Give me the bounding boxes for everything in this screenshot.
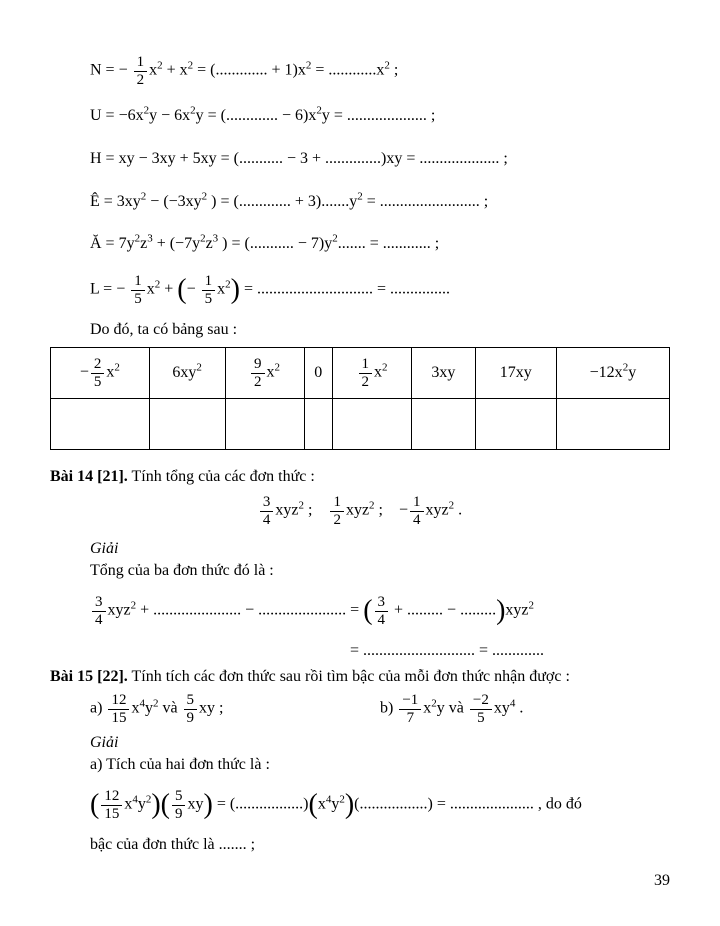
equation-A: Ă = 7y2z3 + (−7y2z3 ) = (........... − 7… <box>90 230 670 259</box>
equation-N: N = − 12x2 + x2 = (............. + 1)x2 … <box>90 54 670 88</box>
bai15-parts: a) 1215x4y2 và 59xy ; b) −17x2y và −25xy… <box>90 692 670 726</box>
bai14-sum: 34xyz2 + ...................... − ......… <box>90 594 670 628</box>
bai14-line1: Tổng của ba đơn thức đó là : <box>90 562 670 580</box>
bai14-bold: Bài 14 [21]. <box>50 468 128 485</box>
cell-0: −25x2 <box>51 348 150 399</box>
bai15-product: (1215x4y2)(59xy) = (.................)(x… <box>90 788 670 822</box>
equation-E: Ê = 3xy2 − (−3xy2 ) = (............. + 3… <box>90 188 670 217</box>
bai14-giai: Giải <box>90 540 670 558</box>
eq-L-frac2: 15 <box>202 273 216 307</box>
bai15-line-a2: bậc của đơn thức là ....... ; <box>90 836 670 854</box>
bai15-bold: Bài 15 [22]. <box>50 668 128 685</box>
eq-L-frac1: 15 <box>131 273 145 307</box>
equation-H: H = xy − 3xy + 5xy = (........... − 3 + … <box>90 145 670 174</box>
bai14-line-eq2: = ............................ = .......… <box>350 642 670 660</box>
cell-7: −12x2y <box>556 348 669 399</box>
equation-L: L = − 15x2 + (− 15x2) = ................… <box>90 273 670 307</box>
bai14-expressions: 34xyz2 ; 12xyz2 ; −14xyz2 . <box>50 494 670 528</box>
cell-5: 3xy <box>412 348 476 399</box>
cell-2: 92x2 <box>225 348 304 399</box>
eq-N-frac: 12 <box>134 54 148 88</box>
table-row: −25x2 6xy2 92x2 0 12x2 3xy 17xy −12x2y <box>51 348 670 399</box>
bai15-heading: Bài 15 [22]. Tính tích các đơn thức sau … <box>50 668 670 686</box>
cell-4: 12x2 <box>333 348 412 399</box>
cell-6: 17xy <box>475 348 556 399</box>
result-table: −25x2 6xy2 92x2 0 12x2 3xy 17xy −12x2y <box>50 347 670 450</box>
table-row <box>51 399 670 450</box>
bai15-line-a1: a) Tích của hai đơn thức là : <box>90 756 670 774</box>
bai14-rest: Tính tổng của các đơn thức : <box>128 468 315 485</box>
cell-3: 0 <box>304 348 333 399</box>
table-intro: Do đó, ta có bảng sau : <box>90 321 670 339</box>
bai14-heading: Bài 14 [21]. Tính tổng của các đơn thức … <box>50 468 670 486</box>
bai15-rest: Tính tích các đơn thức sau rồi tìm bậc c… <box>128 668 570 685</box>
bai15-giai: Giải <box>90 734 670 752</box>
cell-1: 6xy2 <box>149 348 225 399</box>
eq-N-lhs: N = <box>90 62 119 79</box>
page-number: 39 <box>50 872 670 890</box>
bai15-part-a: a) 1215x4y2 và 59xy ; <box>90 692 380 726</box>
bai15-part-b: b) −17x2y và −25xy4 . <box>380 692 670 726</box>
equation-U: U = −6x2y − 6x2y = (............. − 6)x2… <box>90 102 670 131</box>
